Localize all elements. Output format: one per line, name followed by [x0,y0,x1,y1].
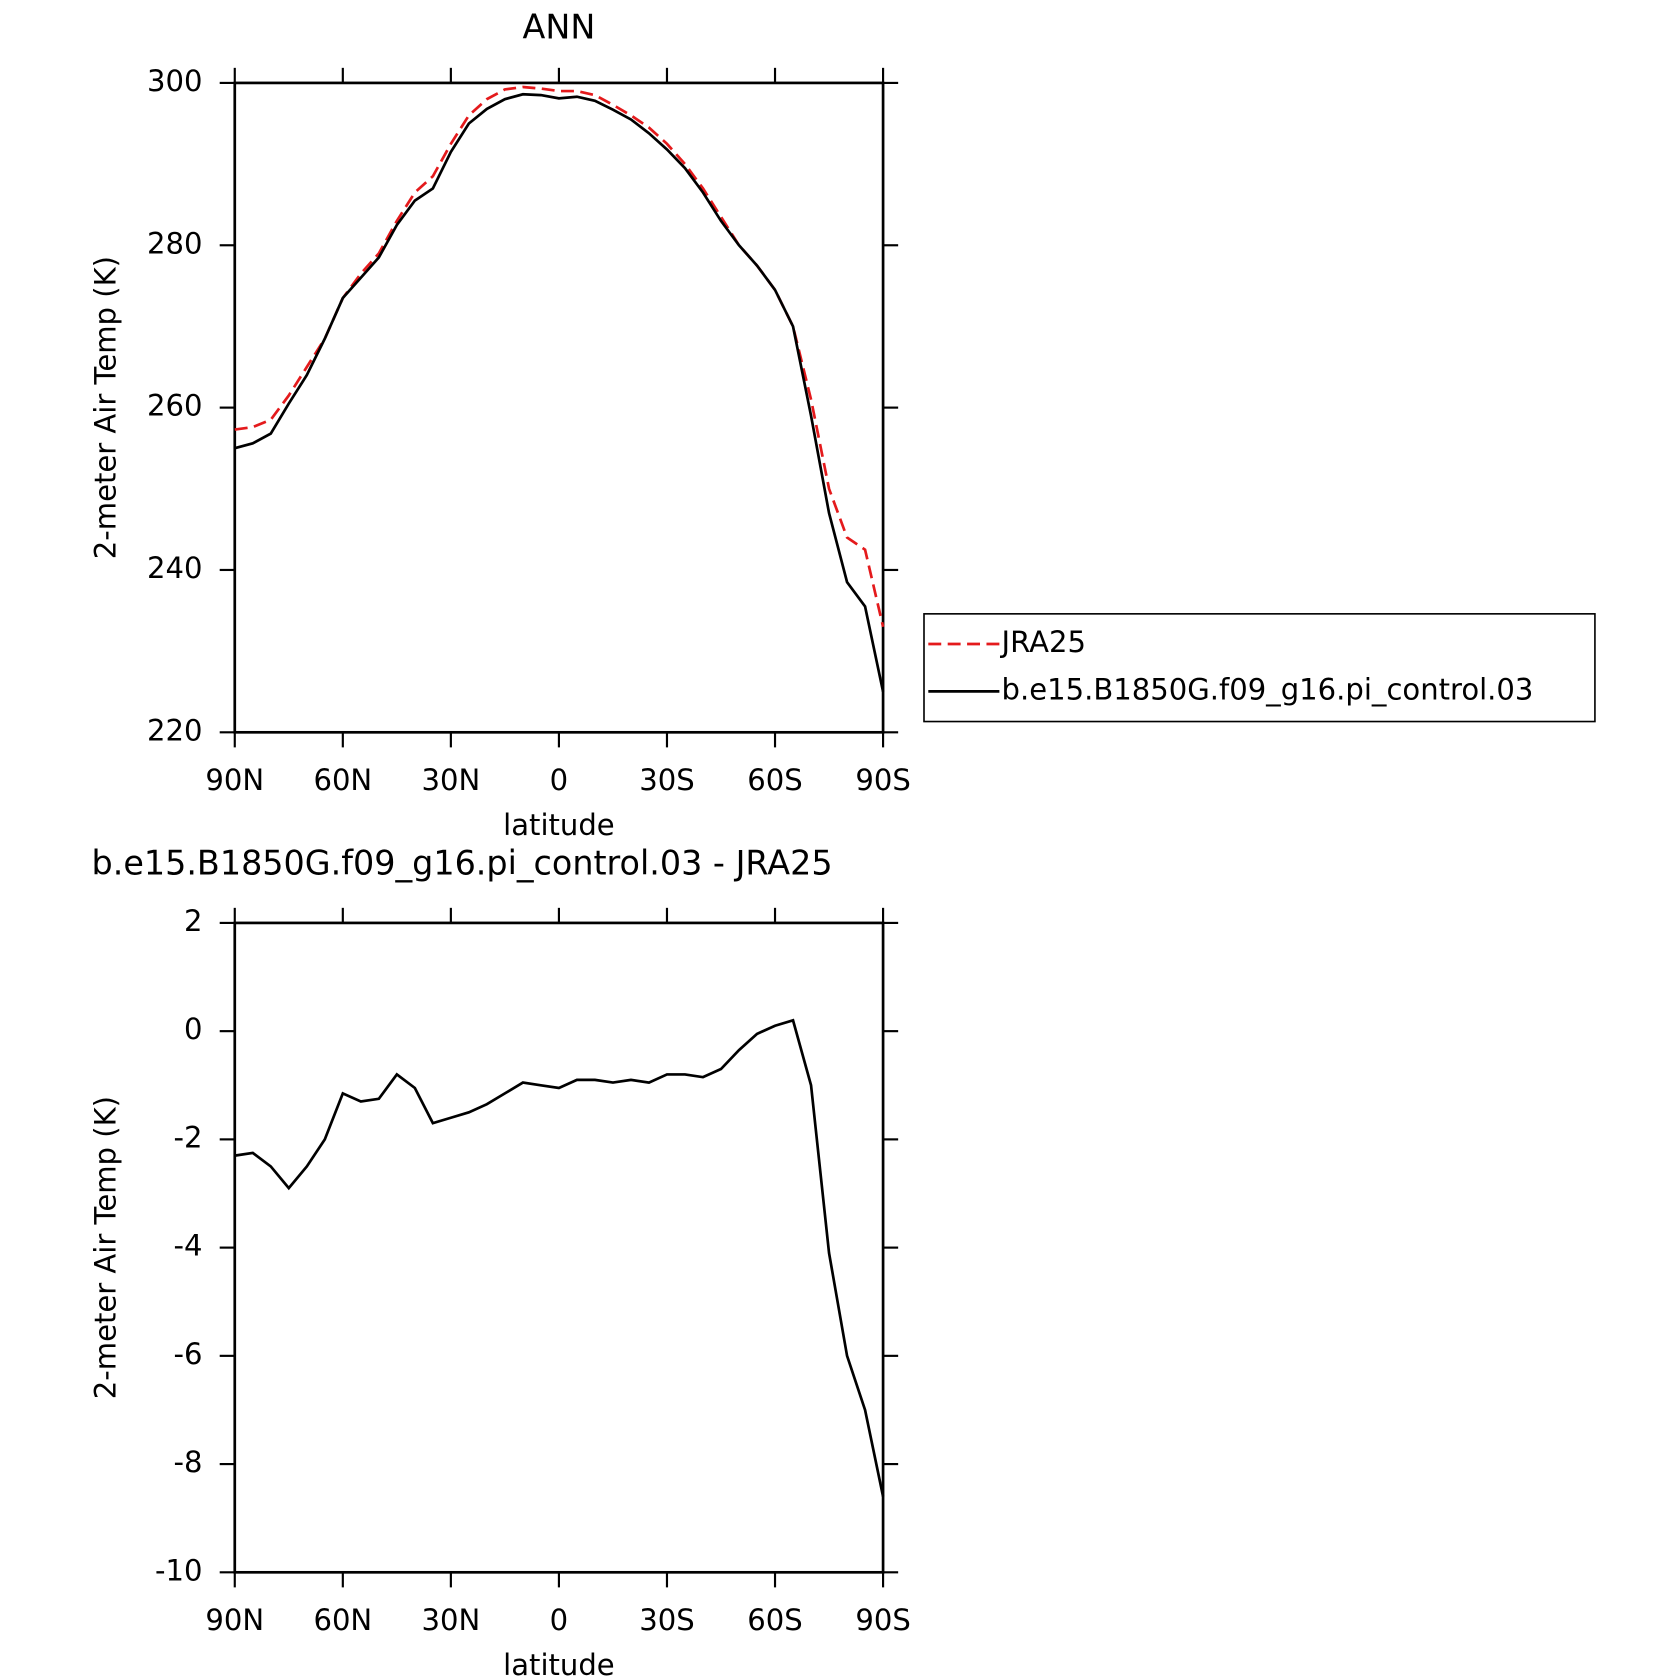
plot: b.e15.B1850G.f09_g16.pi_control.03 - JRA… [89,843,911,1680]
x-tick-label: 60N [313,763,372,797]
legend-label: b.e15.B1850G.f09_g16.pi_control.03 [1002,672,1534,706]
y-tick-label: -8 [173,1445,202,1479]
x-tick-label: 0 [550,763,569,797]
x-tick-label: 90N [205,763,264,797]
x-tick-label: 90S [855,1603,910,1637]
y-tick-label: 240 [147,551,202,585]
plot-frame [233,81,885,734]
y-tick-label: 2 [184,904,203,938]
plot-frame [233,921,885,1574]
x-tick-label: 60N [313,1603,372,1637]
data-line [234,92,885,692]
y-tick-label: 220 [147,713,202,747]
x-tick-label: 90S [855,763,910,797]
x-tick-label: 0 [550,1603,569,1637]
x-axis-label: latitude [503,808,615,842]
x-tick-label: 60S [747,1603,802,1637]
chart-title: ANN [523,8,596,47]
y-tick-label: -4 [173,1229,202,1263]
plot: ANN latitude 2-meter Air Temp (K) 220 240 260… [89,8,1596,842]
y-tick-label: -10 [155,1553,202,1587]
data-line [234,85,885,628]
legend-label: JRA25 [1000,625,1086,659]
x-tick-label: 30S [639,1603,694,1637]
x-tick-label: 30S [639,763,694,797]
y-tick-label: 260 [147,389,202,423]
y-tick-label: -2 [173,1120,202,1154]
y-axis-label: 2-meter Air Temp (K) [89,1096,123,1399]
chart-title: b.e15.B1850G.f09_g16.pi_control.03 - JRA… [92,843,833,882]
x-tick-label: 60S [747,763,802,797]
y-tick-label: -6 [173,1337,202,1371]
legend-box [923,613,1596,723]
y-tick-label: 280 [147,226,202,260]
y-tick-label: 0 [184,1012,203,1046]
x-axis-label: latitude [503,1648,615,1680]
legend: JRA25 b.e15.B1850G.f09_g16.pi_control.03 [923,613,1596,723]
x-tick-label: 30N [422,763,481,797]
x-tick-label: 90N [205,1603,264,1637]
x-tick-label: 30N [422,1603,481,1637]
data-line [234,1018,885,1497]
y-tick-label: 300 [147,64,202,98]
y-axis-label: 2-meter Air Temp (K) [89,256,123,559]
